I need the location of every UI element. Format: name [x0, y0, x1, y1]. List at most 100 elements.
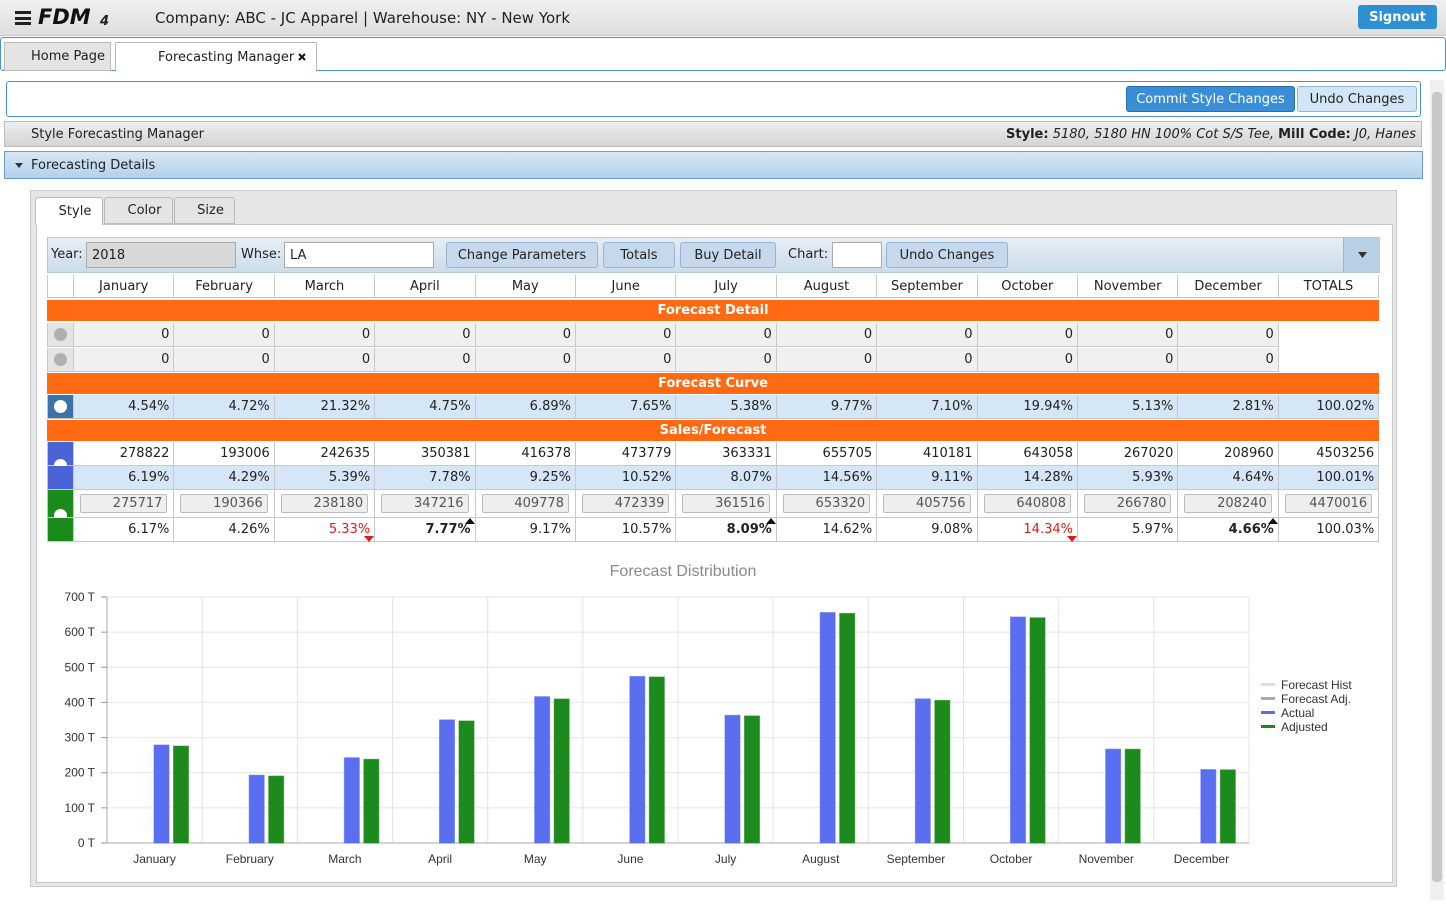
button-label: Commit Style Changes: [1136, 91, 1285, 107]
whse-select[interactable]: LA: [284, 242, 434, 268]
undo-button[interactable]: Undo Changes: [1297, 86, 1417, 112]
value-cell: 6.17%: [74, 518, 175, 542]
value-input[interactable]: 347216: [381, 494, 469, 513]
style-label: Style:: [1006, 127, 1049, 142]
value-cell: 0: [475, 348, 576, 372]
value-cell: 0: [1078, 348, 1179, 372]
column-header: February: [174, 275, 275, 298]
chart-select[interactable]: [832, 242, 882, 268]
chart: Forecast Distribution 0 T 100 T 200 T 300 T 4…: [65, 563, 1353, 866]
filter-button[interactable]: Buy Detail: [680, 242, 776, 268]
value-cell: 7.78%: [375, 466, 476, 490]
tab[interactable]: Home Page: [4, 42, 111, 71]
input-cell: 640808: [977, 490, 1078, 518]
filter-button[interactable]: Totals: [603, 242, 675, 268]
bar: [439, 719, 455, 844]
chart-title: Forecast Distribution: [610, 563, 757, 580]
undo-button[interactable]: Undo Changes: [886, 242, 1008, 268]
input-cell: 4470016: [1278, 490, 1380, 518]
value-cell: 7.10%: [877, 395, 978, 419]
subtab[interactable]: Color: [104, 197, 173, 224]
calendar-cell: [47, 275, 74, 298]
legend-swatch: [1261, 683, 1275, 686]
value-cell: 7.65%: [576, 395, 677, 419]
legend-swatch: [1261, 725, 1275, 728]
value-input[interactable]: 472339: [582, 494, 670, 513]
year-value: 2018: [92, 248, 126, 263]
subtab-active[interactable]: Style: [35, 197, 103, 225]
legend-label: Forecast Hist: [1281, 678, 1352, 692]
value-cell: 7.77%: [375, 518, 476, 542]
bar: [914, 698, 931, 844]
x-tick-label: November: [1079, 852, 1134, 866]
value-input[interactable]: 190366: [180, 494, 268, 513]
value-cell: 0: [375, 348, 476, 372]
value-input[interactable]: 238180: [280, 494, 369, 513]
value-cell: 655705: [776, 442, 878, 466]
subtab[interactable]: Size: [174, 197, 235, 224]
value-cell: 416378: [475, 442, 576, 466]
bar: [268, 775, 285, 844]
mill-label: Mill Code:: [1278, 127, 1351, 142]
value-input[interactable]: 361516: [682, 494, 770, 513]
bar: [1124, 748, 1141, 844]
value-cell: 0: [74, 348, 175, 372]
bar: [1010, 616, 1026, 844]
value-cell: 8.09%: [676, 518, 777, 542]
x-tick-label: June: [617, 852, 643, 866]
value-input[interactable]: 409778: [481, 494, 569, 513]
value-input[interactable]: 208240: [1184, 494, 1272, 513]
input-cell: 238180: [274, 490, 376, 518]
value-cell: 0: [274, 323, 376, 347]
signout-button[interactable]: Signout: [1358, 5, 1437, 29]
year-select[interactable]: 2018: [86, 242, 236, 268]
input-cell: 361516: [676, 490, 777, 518]
value-cell: 4.29%: [174, 466, 275, 490]
filter-button[interactable]: Change Parameters: [446, 242, 598, 268]
value-input[interactable]: 653320: [782, 494, 871, 513]
dropdown-toggle[interactable]: [1343, 238, 1380, 272]
style-panel-header[interactable]: Style Forecasting Manager Style: 5180, 5…: [4, 121, 1422, 147]
value-cell: 5.33%: [274, 518, 376, 542]
column-header: December: [1178, 275, 1279, 298]
x-tick-label: August: [802, 852, 840, 866]
value-cell: 0: [676, 348, 777, 372]
value-cell: 8.07%: [676, 466, 777, 490]
value-input[interactable]: 275717: [80, 494, 168, 513]
bar: [343, 757, 360, 844]
bar: [648, 676, 665, 844]
y-tick-label: 200 T: [65, 766, 96, 780]
value-input[interactable]: 4470016: [1284, 494, 1373, 513]
value-cell: 0: [1178, 348, 1279, 372]
info-icon[interactable]: [54, 400, 67, 413]
year-label: Year:: [51, 247, 83, 262]
section-band: Forecast Curve: [47, 373, 1379, 394]
row-icon-cell: [47, 466, 74, 490]
tab-active[interactable]: Forecasting Manager: [115, 42, 317, 72]
commit-button[interactable]: Commit Style Changes: [1126, 86, 1295, 112]
value-input[interactable]: 405756: [883, 494, 971, 513]
column-header: April: [375, 275, 476, 298]
trend-down: [1066, 536, 1077, 542]
value-cell: 100.03%: [1278, 518, 1380, 542]
value-cell: 473779: [576, 442, 677, 466]
menu-icon[interactable]: [15, 11, 31, 25]
value-cell: 14.34%: [977, 518, 1078, 542]
value-cell: 0: [576, 323, 677, 347]
info-icon[interactable]: [54, 353, 67, 366]
value-cell: 100.01%: [1278, 466, 1380, 490]
column-header: May: [475, 275, 576, 298]
close-icon[interactable]: [298, 53, 306, 61]
value-input[interactable]: 266780: [1084, 494, 1172, 513]
value-cell: 5.93%: [1078, 466, 1179, 490]
x-tick-label: December: [1174, 852, 1229, 866]
column-header: July: [676, 275, 777, 298]
value-input[interactable]: 640808: [983, 494, 1071, 513]
value-cell: 4.72%: [174, 395, 275, 419]
value-cell: 5.13%: [1078, 395, 1179, 419]
info-icon[interactable]: [54, 328, 67, 341]
y-tick-label: 700 T: [65, 590, 96, 604]
value-cell: 100.02%: [1278, 395, 1380, 419]
value-cell: 6.19%: [74, 466, 175, 490]
details-panel-header[interactable]: Forecasting Details: [4, 151, 1423, 179]
